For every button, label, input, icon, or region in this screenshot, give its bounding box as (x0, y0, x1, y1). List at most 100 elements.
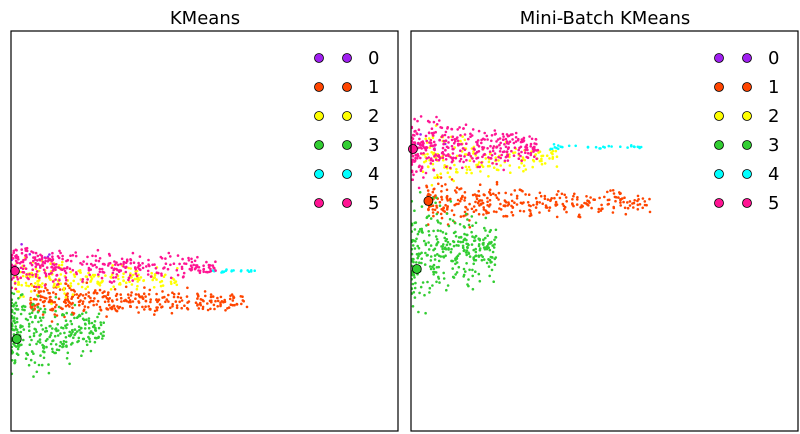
data-point-cluster-1 (609, 189, 612, 192)
data-point-cluster-2 (499, 164, 502, 167)
data-point-cluster-5 (419, 152, 423, 155)
data-point-cluster-3 (29, 358, 33, 362)
data-point-cluster-1 (575, 203, 579, 206)
data-point-cluster-1 (242, 299, 245, 303)
data-point-cluster-1 (194, 301, 198, 305)
data-point-cluster-3 (102, 330, 105, 334)
data-point-cluster-5 (202, 268, 205, 271)
cluster-center-5 (407, 144, 418, 154)
data-point-cluster-5 (490, 139, 493, 143)
data-point-cluster-1 (603, 195, 606, 199)
data-point-cluster-3 (43, 350, 46, 354)
data-point-cluster-5 (435, 123, 439, 126)
data-point-cluster-5 (134, 272, 138, 275)
data-point-cluster-3 (32, 332, 36, 335)
data-point-cluster-1 (558, 196, 562, 200)
data-point-cluster-5 (514, 136, 518, 139)
data-point-cluster-2 (84, 287, 87, 291)
data-point-cluster-3 (452, 244, 456, 248)
data-point-cluster-5 (14, 287, 18, 291)
data-point-cluster-3 (468, 255, 472, 258)
data-point-cluster-5 (129, 274, 132, 277)
data-point-cluster-4 (603, 146, 606, 149)
data-point-cluster-5 (520, 150, 523, 154)
data-point-cluster-5 (438, 119, 441, 122)
data-point-cluster-2 (100, 280, 104, 283)
data-point-cluster-3 (426, 253, 429, 257)
data-point-cluster-5 (74, 251, 77, 254)
data-point-cluster-3 (449, 200, 453, 203)
data-point-cluster-5 (162, 267, 165, 270)
data-point-cluster-1 (440, 190, 443, 193)
data-point-cluster-2 (468, 168, 472, 172)
data-point-cluster-5 (432, 168, 435, 172)
data-point-cluster-3 (443, 236, 446, 240)
data-point-cluster-2 (545, 154, 549, 157)
data-point-cluster-4 (240, 269, 243, 272)
data-point-cluster-3 (34, 328, 37, 331)
data-point-cluster-5 (452, 142, 456, 145)
data-point-cluster-5 (115, 273, 119, 276)
data-point-cluster-1 (518, 209, 522, 213)
data-point-cluster-3 (442, 277, 446, 280)
data-point-cluster-5 (514, 131, 518, 135)
data-point-cluster-1 (155, 308, 159, 312)
data-point-cluster-5 (207, 263, 211, 267)
data-point-cluster-3 (38, 338, 42, 341)
data-point-cluster-3 (87, 317, 91, 320)
data-point-cluster-1 (66, 292, 69, 295)
data-point-cluster-1 (103, 300, 107, 304)
data-point-cluster-5 (458, 126, 461, 129)
data-point-cluster-3 (96, 315, 99, 319)
data-point-cluster-5 (47, 272, 51, 276)
data-point-cluster-5 (131, 251, 135, 255)
legend-marker-5-b (342, 198, 352, 208)
data-point-cluster-3 (68, 330, 71, 334)
data-point-cluster-5 (461, 147, 465, 150)
data-point-cluster-5 (207, 266, 211, 269)
data-point-cluster-3 (417, 246, 421, 250)
data-point-cluster-1 (108, 297, 111, 300)
data-point-cluster-5 (418, 137, 421, 141)
data-point-cluster-3 (459, 236, 463, 239)
data-point-cluster-5 (138, 267, 141, 271)
data-point-cluster-1 (431, 208, 435, 211)
data-point-cluster-5 (51, 251, 54, 255)
data-point-cluster-1 (460, 197, 463, 201)
data-point-cluster-1 (463, 210, 467, 214)
data-point-cluster-5 (172, 262, 176, 266)
data-point-cluster-1 (167, 300, 170, 303)
data-point-cluster-3 (97, 326, 101, 330)
data-point-cluster-5 (530, 137, 534, 141)
data-point-cluster-5 (474, 152, 477, 155)
data-point-cluster-3 (444, 254, 447, 257)
data-point-cluster-1 (529, 209, 532, 213)
data-point-cluster-5 (56, 254, 60, 258)
data-point-cluster-5 (417, 146, 420, 150)
data-point-cluster-2 (122, 279, 125, 283)
data-point-cluster-1 (538, 211, 541, 214)
data-point-cluster-3 (472, 262, 475, 266)
data-point-cluster-5 (438, 156, 442, 160)
data-point-cluster-3 (481, 242, 485, 246)
data-point-cluster-2 (127, 266, 130, 270)
data-point-cluster-3 (442, 255, 446, 259)
data-point-cluster-2 (159, 280, 162, 284)
data-point-cluster-5 (119, 262, 122, 266)
data-point-cluster-5 (115, 267, 118, 271)
data-point-cluster-3 (102, 321, 105, 325)
data-point-cluster-1 (114, 294, 118, 298)
data-point-cluster-5 (44, 259, 47, 263)
data-point-cluster-1 (58, 288, 62, 291)
data-point-cluster-1 (641, 206, 644, 210)
data-point-cluster-1 (197, 294, 200, 298)
data-point-cluster-1 (455, 202, 458, 206)
data-point-cluster-5 (514, 140, 518, 143)
legend-marker-1-b (342, 82, 352, 92)
data-point-cluster-1 (87, 295, 90, 298)
data-point-cluster-2 (121, 275, 125, 279)
data-point-cluster-3 (485, 245, 488, 249)
data-point-cluster-1 (502, 215, 505, 218)
data-point-cluster-5 (12, 257, 15, 260)
data-point-cluster-1 (459, 215, 463, 218)
